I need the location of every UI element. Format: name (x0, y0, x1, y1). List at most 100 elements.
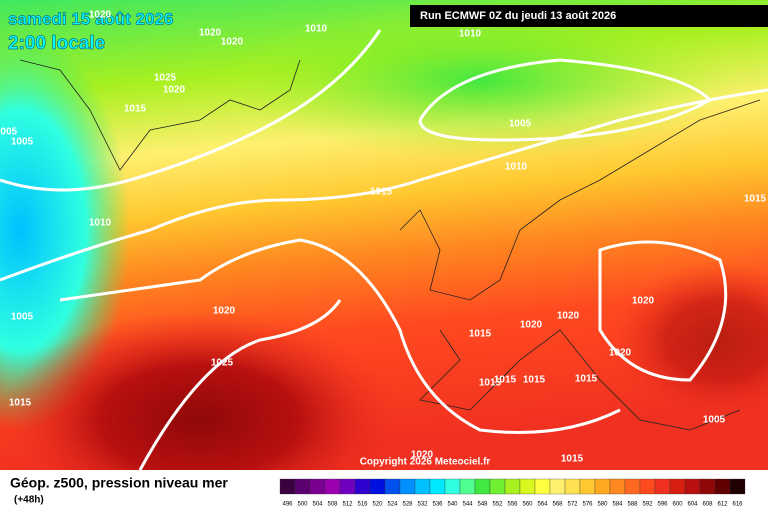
scale-label: 612 (717, 502, 728, 508)
scale-swatch (489, 478, 506, 495)
isobar-label: 1015 (370, 187, 393, 198)
scale-label: 536 (432, 502, 443, 508)
field (610, 260, 768, 420)
scale-swatch (669, 478, 686, 495)
scale-swatch (279, 478, 296, 495)
isobar-label: 1015 (124, 104, 147, 115)
isobar-label: 1015 (744, 194, 767, 205)
scale-swatch (369, 478, 386, 495)
scale-swatch (354, 478, 371, 495)
scale-swatch (399, 478, 416, 495)
scale-swatch (474, 478, 491, 495)
scale-swatch (714, 478, 731, 495)
coastline (19, 59, 761, 431)
isobar-label: 1020 (411, 450, 434, 461)
scale-swatch (444, 478, 461, 495)
scale-label: 584 (612, 502, 623, 508)
scale-label: 560 (522, 502, 533, 508)
scale-label: 564 (537, 502, 548, 508)
scale-label: 592 (642, 502, 653, 508)
scale-label: 588 (627, 502, 638, 508)
scale-swatch (504, 478, 521, 495)
isobar-label: 1015 (575, 374, 598, 385)
field (220, 0, 740, 160)
isobar-label: 1020 (632, 296, 655, 307)
footer-title: Géop. z500, pression niveau mer (10, 475, 228, 491)
scale-label: 596 (657, 502, 668, 508)
isobar-label: 1010 (505, 162, 528, 173)
scale-label: 552 (492, 502, 503, 508)
isobar-label: 1020 (520, 320, 543, 331)
scale-label: 576 (582, 502, 593, 508)
scale-swatch (654, 478, 671, 495)
scale-label: 528 (402, 502, 413, 508)
isobar-label: 1020 (609, 348, 632, 359)
scale-label: 548 (477, 502, 488, 508)
scale-label: 544 (462, 502, 473, 508)
isobar-label: 1010 (459, 29, 482, 40)
scale-label: 556 (507, 502, 518, 508)
scale-swatch (459, 478, 476, 495)
scale-label: 604 (687, 502, 698, 508)
isobar-label: 1015 (523, 375, 546, 386)
scale-swatch (609, 478, 626, 495)
scale-swatch (414, 478, 431, 495)
isobar (0, 29, 768, 471)
scale-swatch (699, 478, 716, 495)
isobar-label: 1010 (89, 218, 112, 229)
isobar-label: 1005 (703, 415, 726, 426)
scale-label: 540 (447, 502, 458, 508)
isobar-label: 1005 (509, 119, 532, 130)
isobar-label: 1015 (494, 375, 517, 386)
isobar-label: 1015 (561, 454, 584, 465)
scale-swatch (579, 478, 596, 495)
scale-label: 568 (552, 502, 563, 508)
scale-swatch (639, 478, 656, 495)
scale-swatch (309, 478, 326, 495)
isobar-label: 1020 (557, 311, 580, 322)
time-label: 2:00 locale (8, 33, 105, 54)
scale-label: 504 (312, 502, 323, 508)
isobar-label: 1020 (213, 306, 236, 317)
scale-label: 524 (387, 502, 398, 508)
scale-label: 496 (282, 502, 293, 508)
isobar-label: 1015 (9, 398, 32, 409)
isobar-label: 1020 (221, 37, 244, 48)
scale-label: 520 (372, 502, 383, 508)
footer-lead: (+48h) (14, 495, 44, 506)
scale-swatch (534, 478, 551, 495)
run-box (410, 5, 768, 27)
isobar-label: 1005 (11, 137, 34, 148)
scale-label: 600 (672, 502, 683, 508)
scale-swatch (384, 478, 401, 495)
isobar-label: 1020 (89, 10, 112, 21)
date-label: samedi 15 août 2026 (8, 9, 173, 28)
scale-label: 516 (357, 502, 368, 508)
scale-swatch (429, 478, 446, 495)
isobar-label: 1025 (211, 358, 234, 369)
scale-label: 500 (297, 502, 308, 508)
scale-swatch (519, 478, 536, 495)
isobar-label: 1020 (199, 28, 222, 39)
run-label: Run ECMWF 0Z du jeudi 13 août 2026 (420, 10, 616, 22)
scale-label: 512 (342, 502, 353, 508)
scale-swatch (324, 478, 341, 495)
isobar-label: 1015 (479, 378, 502, 389)
copyright: Copyright 2026 Meteociel.fr (360, 457, 491, 468)
scale-swatch (594, 478, 611, 495)
scale-label: 532 (417, 502, 428, 508)
scale-label: 580 (597, 502, 608, 508)
scale-label: 508 (327, 502, 338, 508)
scale-label: 608 (702, 502, 713, 508)
isobar-label: 1005 (0, 127, 18, 138)
isobar-label: 1025 (154, 73, 177, 84)
scale-swatch (564, 478, 581, 495)
scale-swatch (624, 478, 641, 495)
scale-swatch (339, 478, 356, 495)
scale-swatch (684, 478, 701, 495)
isobar-label: 1015 (469, 329, 492, 340)
scale-label: 572 (567, 502, 578, 508)
scale-swatch (549, 478, 566, 495)
isobar-label: 1010 (305, 24, 328, 35)
scale-swatch (294, 478, 311, 495)
